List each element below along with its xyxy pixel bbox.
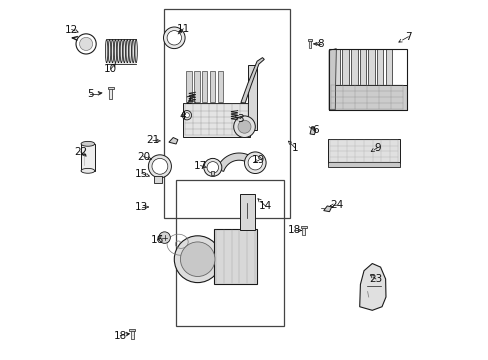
- Text: 8: 8: [317, 39, 324, 49]
- Bar: [130, 331, 134, 339]
- Bar: [163, 9, 289, 218]
- Bar: [213, 229, 257, 284]
- Bar: [308, 41, 311, 48]
- Bar: [185, 71, 191, 102]
- Ellipse shape: [129, 40, 131, 63]
- Bar: [176, 180, 284, 326]
- Bar: [154, 176, 162, 183]
- Bar: [240, 194, 254, 230]
- Bar: [385, 49, 391, 86]
- Text: 15: 15: [135, 168, 148, 179]
- Circle shape: [163, 27, 185, 49]
- Text: 7: 7: [404, 32, 411, 42]
- Bar: [328, 85, 406, 110]
- Circle shape: [238, 120, 250, 133]
- Text: 18: 18: [113, 330, 127, 341]
- Bar: [217, 71, 223, 102]
- Text: 2: 2: [185, 96, 192, 106]
- Circle shape: [152, 158, 167, 174]
- Bar: [211, 171, 214, 175]
- Text: 6: 6: [312, 125, 319, 135]
- Circle shape: [247, 156, 262, 170]
- Bar: [193, 71, 199, 102]
- Bar: [129, 329, 135, 331]
- Text: 14: 14: [258, 201, 271, 211]
- Text: 5: 5: [87, 89, 94, 99]
- Text: 11: 11: [176, 24, 189, 34]
- Bar: [302, 228, 305, 235]
- Circle shape: [233, 116, 255, 138]
- Text: 1: 1: [291, 143, 298, 153]
- Bar: [328, 49, 406, 110]
- Ellipse shape: [123, 40, 125, 63]
- Text: 20: 20: [137, 152, 150, 162]
- Bar: [107, 87, 113, 89]
- Ellipse shape: [114, 40, 117, 63]
- Circle shape: [80, 37, 92, 50]
- Text: 9: 9: [374, 143, 380, 153]
- Bar: [106, 39, 136, 64]
- Ellipse shape: [135, 40, 137, 63]
- Bar: [109, 89, 112, 99]
- Text: 12: 12: [65, 24, 78, 35]
- Ellipse shape: [126, 40, 128, 63]
- Bar: [81, 144, 95, 171]
- Text: 17: 17: [194, 161, 207, 171]
- Circle shape: [244, 152, 265, 174]
- Ellipse shape: [111, 40, 114, 63]
- Text: 24: 24: [329, 200, 343, 210]
- Polygon shape: [309, 127, 315, 135]
- Text: 16: 16: [150, 235, 163, 245]
- Polygon shape: [323, 206, 331, 212]
- Circle shape: [206, 162, 218, 173]
- Text: 21: 21: [146, 135, 160, 145]
- Bar: [350, 49, 357, 86]
- Circle shape: [148, 155, 171, 178]
- Circle shape: [167, 31, 181, 45]
- Bar: [209, 71, 215, 102]
- Text: 22: 22: [74, 147, 87, 157]
- Bar: [307, 40, 312, 41]
- Circle shape: [180, 242, 215, 276]
- Bar: [247, 65, 257, 130]
- Bar: [342, 49, 348, 86]
- Polygon shape: [168, 138, 178, 144]
- Polygon shape: [216, 153, 261, 171]
- Bar: [376, 49, 383, 86]
- Bar: [201, 71, 207, 102]
- Circle shape: [182, 111, 191, 120]
- Ellipse shape: [81, 168, 95, 173]
- Ellipse shape: [105, 40, 108, 63]
- Ellipse shape: [117, 40, 120, 63]
- Bar: [301, 226, 306, 228]
- Text: 10: 10: [104, 64, 117, 74]
- Ellipse shape: [81, 141, 95, 146]
- Polygon shape: [359, 264, 385, 310]
- Bar: [359, 49, 366, 86]
- Text: 18: 18: [288, 225, 301, 235]
- Bar: [367, 49, 374, 86]
- Circle shape: [203, 158, 222, 176]
- Text: 4: 4: [179, 111, 185, 121]
- Ellipse shape: [132, 40, 134, 63]
- Bar: [333, 49, 340, 86]
- Circle shape: [174, 236, 221, 283]
- Bar: [183, 103, 249, 137]
- Text: 3: 3: [237, 114, 244, 124]
- Polygon shape: [328, 49, 336, 110]
- Text: 13: 13: [135, 202, 148, 212]
- Bar: [327, 162, 399, 167]
- Ellipse shape: [120, 40, 122, 63]
- Ellipse shape: [108, 40, 111, 63]
- Circle shape: [159, 232, 170, 243]
- Text: 23: 23: [368, 274, 382, 284]
- Text: 19: 19: [252, 155, 265, 165]
- Polygon shape: [241, 58, 264, 103]
- Circle shape: [184, 113, 189, 118]
- Bar: [327, 139, 399, 163]
